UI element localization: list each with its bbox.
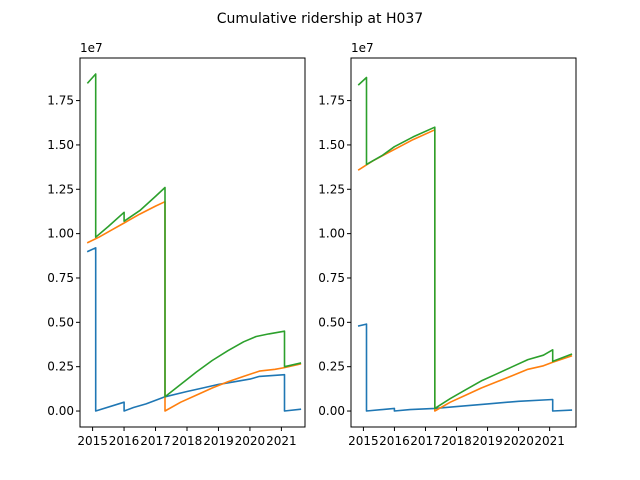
axes-frame [350,57,577,428]
x-tick-label: 2020 [503,434,534,448]
y-offset-label: 1e7 [80,41,103,55]
x-tick-label: 2020 [235,434,266,448]
y-tick-label: 0.75 [47,271,74,285]
x-tick-label: 2016 [379,434,410,448]
x-tick-label: 2017 [410,434,441,448]
x-tick-label: 2019 [203,434,234,448]
y-tick-label: 0.50 [47,315,74,329]
series-line-2 [357,129,573,412]
y-tick-label: 0.75 [318,271,345,285]
y-tick-label: 0.50 [318,315,345,329]
y-tick-label: 1.00 [318,227,345,241]
y-tick-label: 1.50 [47,138,74,152]
y-tick-label: 1.75 [47,94,74,108]
y-offset-label: 1e7 [351,41,374,55]
series-line-1 [86,247,302,412]
y-tick-label: 1.25 [47,182,74,196]
series-line-3 [357,76,573,410]
x-tick-label: 2015 [348,434,379,448]
x-tick-label: 2016 [109,434,140,448]
y-tick-label: 1.75 [318,94,345,108]
axes-frame [79,57,306,428]
y-tick-label: 1.25 [318,182,345,196]
y-tick-label: 1.50 [318,138,345,152]
x-tick-label: 2021 [266,434,297,448]
y-tick-label: 0.25 [47,360,74,374]
series-line-3 [86,73,302,398]
y-tick-label: 0.00 [318,404,345,418]
series-line-2 [86,200,302,412]
figure-title: Cumulative ridership at H037 [217,11,423,27]
left-chart-panel: 0.00 0.25 0.50 0.75 1.00 1.25 1.50 1.75 2015 2016… [47,41,306,448]
x-tick-label: 2018 [441,434,472,448]
x-tick-label: 2017 [140,434,171,448]
right-chart-panel: 0.00 0.25 0.50 0.75 1.00 1.25 1.50 1.75 2015 2016… [318,41,577,448]
x-tick-label: 2021 [534,434,565,448]
y-tick-label: 1.00 [47,227,74,241]
x-tick-label: 2018 [172,434,203,448]
x-tick-label: 2015 [77,434,108,448]
y-tick-label: 0.00 [47,404,74,418]
series-line-1 [357,323,573,412]
y-tick-label: 0.25 [318,360,345,374]
x-tick-label: 2019 [472,434,503,448]
